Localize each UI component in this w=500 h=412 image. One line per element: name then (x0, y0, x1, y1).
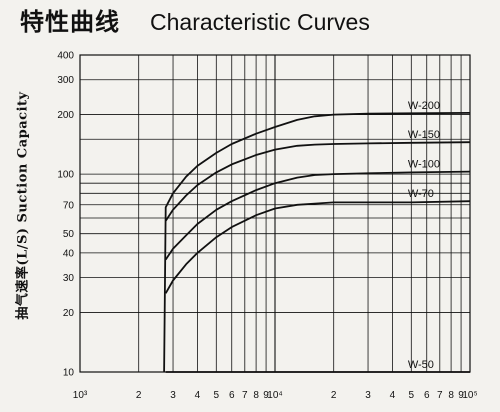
y-tick-label: 20 (63, 308, 75, 319)
series-line-w-70 (164, 200, 471, 294)
y-tick-label: 10 (63, 368, 75, 379)
series-label-w-100: W-100 (408, 159, 440, 171)
x-tick-label: 9 (458, 390, 464, 401)
y-tick-label: 300 (57, 75, 74, 86)
x-tick-label: 2 (331, 390, 337, 401)
y-tick-label: 200 (57, 110, 74, 121)
y-tick-label: 40 (63, 248, 75, 259)
x-tick-label: 7 (242, 390, 248, 401)
series-label-w-70: W-70 (408, 188, 434, 200)
series-label-w-200: W-200 (408, 100, 440, 112)
x-tick-label: 3 (170, 390, 176, 401)
x-tick-label: 9 (263, 390, 269, 401)
chart-title-en: Characteristic Curves (150, 9, 370, 35)
x-tick-label: 8 (253, 390, 259, 401)
series-line-w-150 (164, 141, 471, 222)
x-tick-label: 10⁵ (462, 390, 477, 401)
series-label-w-150: W-150 (408, 129, 440, 141)
x-tick-label: 5 (214, 390, 220, 401)
x-tick-label: 4 (390, 390, 396, 401)
x-tick-label: 10³ (73, 390, 88, 401)
x-tick-label: 6 (424, 390, 430, 401)
y-tick-label: 30 (63, 273, 75, 284)
x-tick-label: 6 (229, 390, 235, 401)
y-tick-label: 70 (63, 200, 75, 211)
x-tick-label: 3 (365, 390, 371, 401)
chart-title: 特性曲线 Characteristic Curves (20, 2, 370, 37)
y-tick-label: 50 (63, 229, 75, 240)
y-tick-label: 100 (57, 170, 74, 181)
x-tick-label: 4 (195, 390, 201, 401)
x-tick-label: 8 (448, 390, 454, 401)
y-tick-label: 400 (57, 51, 74, 62)
series-label-w-50: W-50 (408, 359, 434, 371)
x-tick-label: 10⁴ (267, 390, 282, 401)
x-tick-label: 5 (409, 390, 415, 401)
x-tick-label: 7 (437, 390, 443, 401)
series-line-w-100 (164, 170, 471, 261)
x-tick-label: 2 (136, 390, 142, 401)
chart-title-cn: 特性曲线 (20, 8, 120, 36)
series-line-w-200 (163, 112, 471, 373)
